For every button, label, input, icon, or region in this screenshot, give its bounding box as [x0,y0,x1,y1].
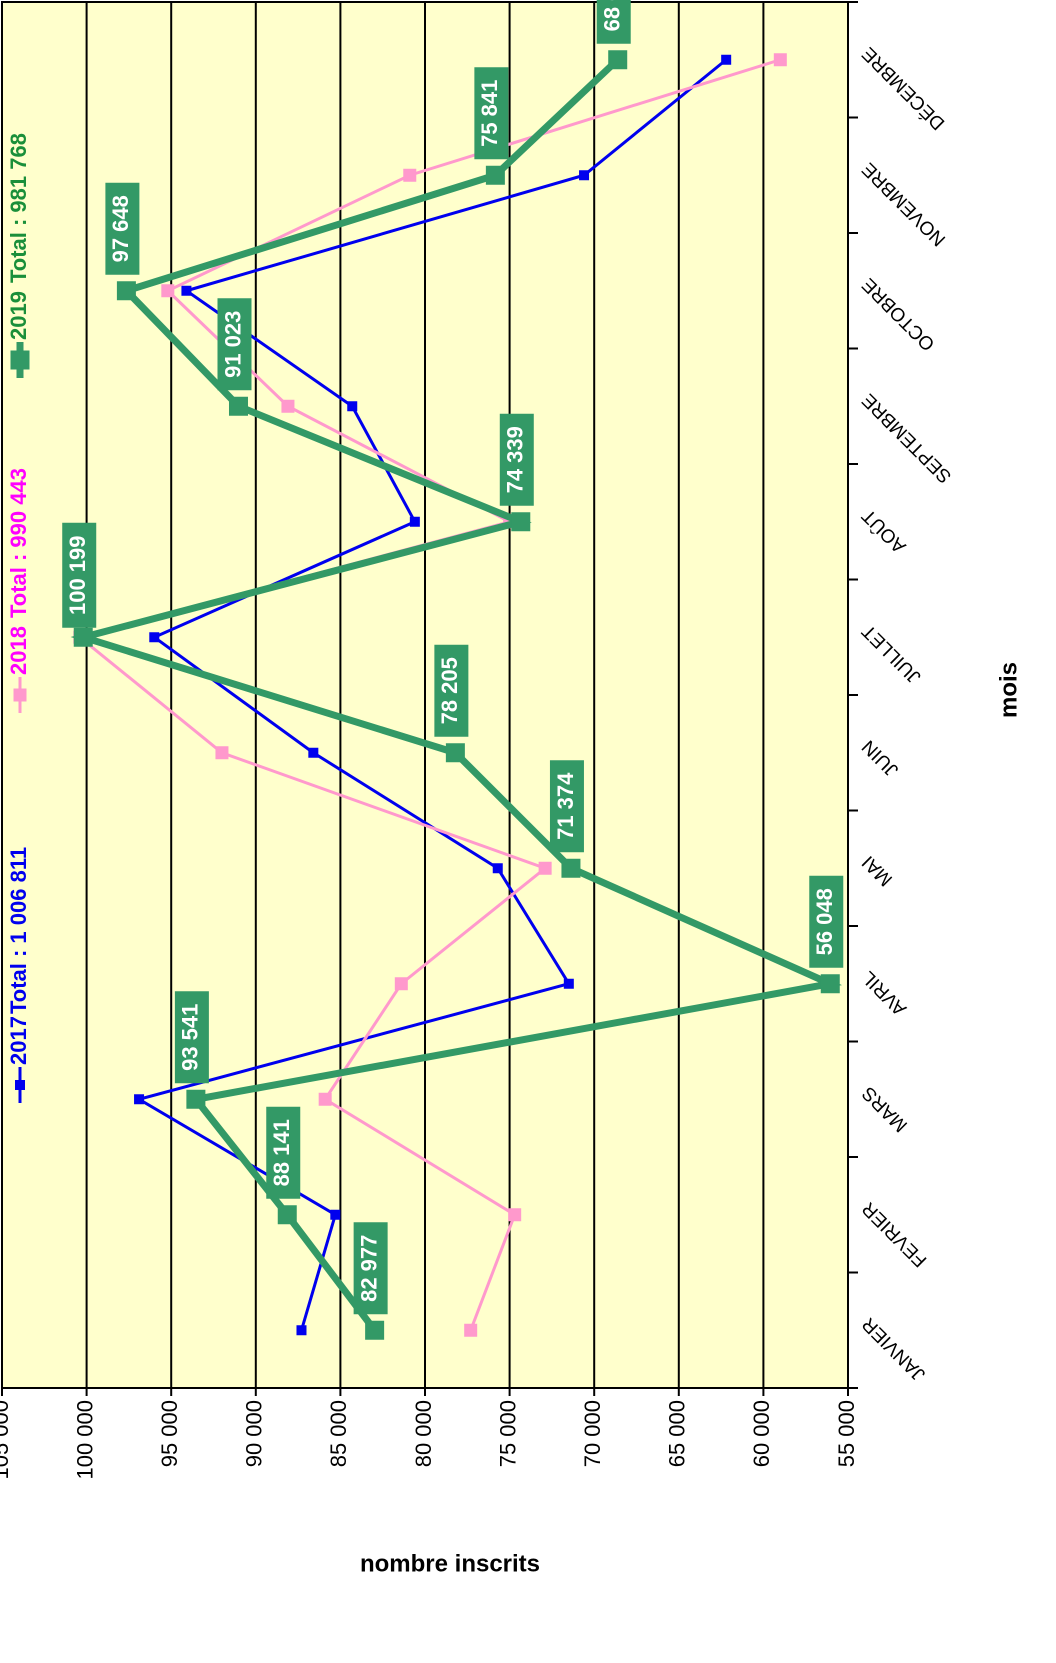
marker [492,863,503,874]
value-label-box [62,522,97,628]
series-line [76,58,781,1331]
marker [511,512,531,532]
marker [134,1094,145,1105]
marker [563,978,574,989]
value-label: 82 977 [356,1235,381,1302]
value-label: 93 541 [178,1004,203,1071]
y-tick-label: 75 000 [495,1400,520,1467]
value-label: 74 339 [503,426,528,493]
marker [296,1325,307,1336]
x-tick-label: FEVRIER [858,1198,931,1271]
value-label-box [105,182,140,275]
x-tick-label: JANVIER [858,1313,930,1385]
marker [409,516,420,527]
y-tick-label: 90 000 [242,1400,267,1467]
marker [308,747,319,758]
marker [318,1092,332,1106]
marker [773,53,787,67]
marker [330,1209,341,1220]
x-tick-label: NOVEMBRE [858,158,950,250]
marker [538,861,552,875]
value-label: 97 648 [108,195,133,262]
value-label: 100 199 [65,535,90,615]
x-tick-label: SEPTEMBRE [858,389,956,487]
marker [403,168,417,182]
legend-marker [13,688,27,702]
marker [508,1208,522,1222]
y-tick-label: 85 000 [326,1400,351,1467]
x-tick-label: MARS [858,1082,912,1136]
marker [116,281,136,301]
value-label-box [596,0,631,44]
value-label: 71 374 [553,772,578,840]
marker [215,746,229,760]
marker [149,632,160,643]
x-axis-title: mois [995,662,1022,718]
y-tick-label: 55 000 [834,1400,859,1467]
legend-marker [10,350,30,370]
value-label: 68 610 [600,0,625,31]
marker [228,396,248,416]
series-line [70,57,843,1333]
marker [820,974,840,994]
legend-total: Total : 1 006 811 [6,847,31,1014]
value-label: 78 205 [437,657,462,724]
marker [73,627,93,647]
marker [161,284,175,298]
x-tick-label: AOÛT [857,504,910,557]
value-label-box [474,67,509,160]
y-tick-label: 95 000 [157,1400,182,1467]
marker [561,858,581,878]
value-label-box [434,644,469,737]
x-tick-label: AVRIL [858,967,911,1020]
value-label-box [499,413,534,506]
series-line [135,58,728,1331]
marker [277,1205,297,1225]
y-tick-label: 100 000 [72,1400,97,1480]
value-label: 56 048 [812,888,837,955]
value-label-box [266,1106,301,1199]
x-tick-label: MAI [858,851,897,890]
marker [445,743,465,763]
marker [721,54,732,65]
x-tick-label: JUILLET [858,620,925,687]
y-tick-label: 80 000 [411,1400,436,1467]
value-label: 91 023 [220,311,245,378]
y-tick-label: 105 000 [0,1400,13,1480]
marker [281,399,295,413]
marker [365,1320,385,1340]
marker [394,977,408,991]
value-label: 88 141 [269,1119,294,1186]
y-tick-label: 70 000 [580,1400,605,1467]
marker [181,285,192,296]
marker [579,170,590,181]
legend-label: 2018 [6,626,31,675]
chart-body: 55 000 60 000 65 000 70 000 75 000 80 000 85 0… [0,0,1022,1577]
legend-label: 2019 [6,291,31,340]
value-label-box [809,875,844,968]
legend-total: Total : 981 768 [6,133,31,283]
value-label-box [549,760,584,853]
y-tick-label: 65 000 [665,1400,690,1467]
x-tick-label: JUIN [858,736,903,781]
value-label-box [353,1222,388,1315]
value-label-box [217,298,252,391]
marker [347,401,358,412]
marker [608,50,628,70]
value-label: 75 841 [477,80,502,147]
marker [485,165,505,185]
y-axis-title: nombre inscrits [360,1550,540,1577]
legend-label: 2017 [6,1016,31,1065]
legend-total: Total : 990 443 [6,468,31,618]
legend-marker [15,1080,25,1090]
marker [186,1089,206,1109]
marker [464,1323,478,1337]
y-tick-label: 60 000 [749,1400,774,1467]
x-tick-label: DÉCEMBRE [858,43,949,134]
value-label-box [174,991,209,1084]
x-tick-label: OCTOBRE [858,274,939,355]
